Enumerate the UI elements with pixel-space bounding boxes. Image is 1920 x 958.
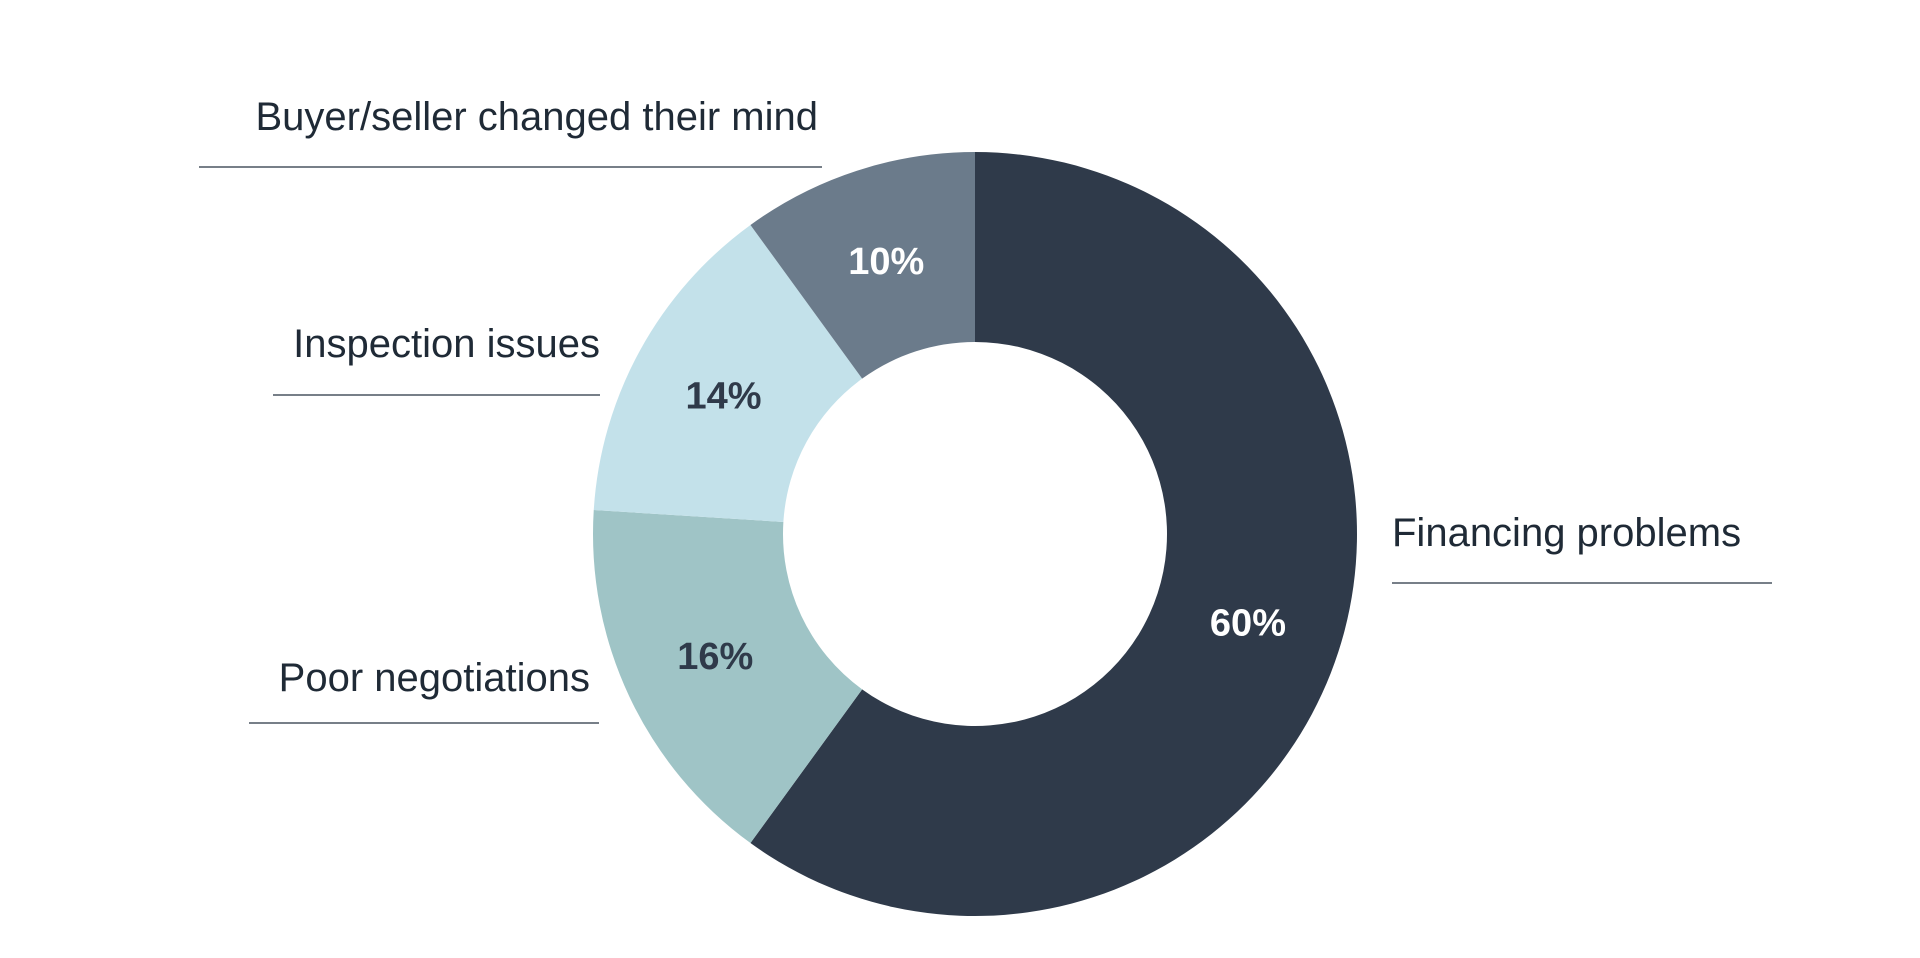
callout-label-financing-problems: Financing problems xyxy=(1392,511,1741,555)
value-label-buyer-seller-changed-their-mind: 10% xyxy=(848,241,924,283)
slice-financing-problems xyxy=(750,152,1357,917)
callout-label-poor-negotiations: Poor negotiations xyxy=(279,656,590,700)
value-label-financing-problems: 60% xyxy=(1210,603,1286,645)
slices-group xyxy=(593,152,1357,917)
value-label-poor-negotiations: 16% xyxy=(677,636,753,678)
value-label-inspection-issues: 14% xyxy=(685,376,761,418)
value-labels-group: 60% 16% 14% 10% xyxy=(677,241,1286,678)
slice-buyer-seller-changed-their-mind xyxy=(750,152,975,379)
slice-poor-negotiations xyxy=(593,510,863,844)
callout-label-buyer-seller-changed-their-mind: Buyer/seller changed their mind xyxy=(255,95,818,139)
callout-label-inspection-issues: Inspection issues xyxy=(293,322,600,366)
slice-inspection-issues xyxy=(593,224,863,522)
callouts-group: Financing problems Poor negotiations Inspe… xyxy=(199,95,1772,724)
